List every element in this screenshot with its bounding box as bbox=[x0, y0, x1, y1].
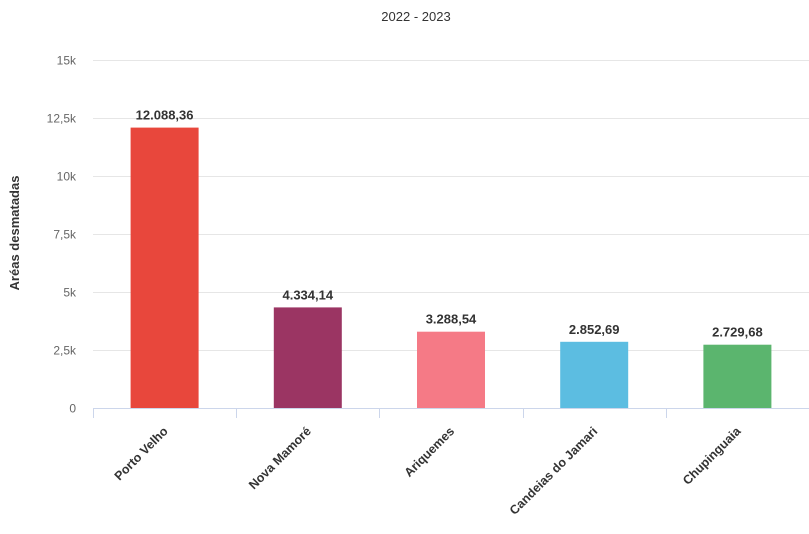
y-tick-label: 10k bbox=[57, 170, 77, 184]
data-label: 3.288,54 bbox=[426, 312, 477, 327]
data-label: 2.852,69 bbox=[569, 322, 620, 337]
y-tick-label: 15k bbox=[57, 54, 77, 68]
x-tick-label: Porto Velho bbox=[112, 424, 171, 483]
y-tick-label: 0 bbox=[69, 402, 76, 416]
data-label: 2.729,68 bbox=[712, 325, 763, 340]
y-axis-title: Aréas desmatadas bbox=[7, 176, 22, 291]
y-tick-label: 12,5k bbox=[47, 112, 77, 126]
data-labels: 12.088,36 4.334,14 3.288,54 2.852,69 2.729,6… bbox=[136, 108, 763, 340]
y-tick-label: 2,5k bbox=[53, 344, 77, 358]
bar[interactable] bbox=[560, 341, 629, 408]
grid-lines bbox=[93, 60, 809, 351]
x-tick-label: Candeias do Jamari bbox=[507, 424, 600, 517]
x-tick-label: Nova Mamoré bbox=[246, 424, 314, 492]
bars bbox=[130, 127, 772, 408]
x-tick-label: Ariquemes bbox=[402, 424, 458, 480]
chart-subtitle: 2022 - 2023 bbox=[381, 9, 450, 24]
bar[interactable] bbox=[417, 331, 485, 408]
data-label: 4.334,14 bbox=[282, 287, 333, 302]
y-tick-label: 7,5k bbox=[53, 228, 77, 242]
x-axis: Porto Velho Nova Mamoré Ariquemes Candeias … bbox=[93, 408, 809, 518]
bar[interactable] bbox=[703, 344, 772, 408]
x-tick-label: Chupinguaia bbox=[680, 423, 744, 487]
y-tick-label: 5k bbox=[63, 286, 77, 300]
bar[interactable] bbox=[130, 127, 199, 408]
y-axis-ticks: 0 2,5k 5k 7,5k 10k 12,5k 15k bbox=[47, 54, 77, 416]
data-label: 12.088,36 bbox=[136, 108, 194, 123]
bar[interactable] bbox=[273, 307, 342, 408]
